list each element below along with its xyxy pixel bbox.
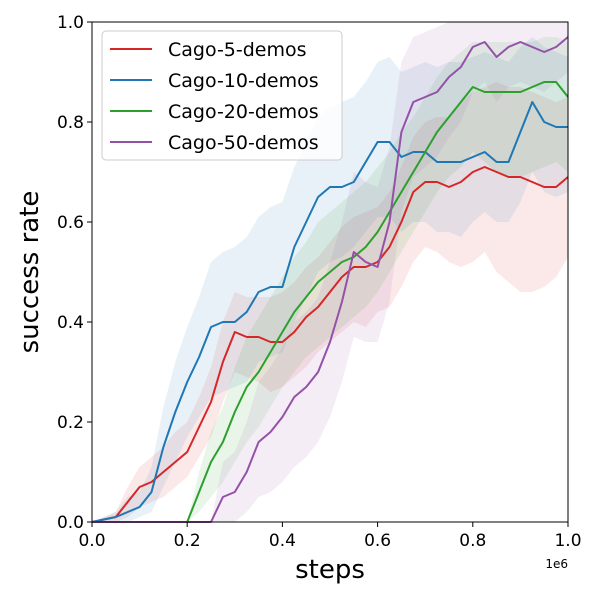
y-tick-label: 0.4 (57, 313, 84, 333)
x-tick-label: 0.0 (78, 531, 105, 551)
band-cago-10-demos (92, 37, 568, 522)
legend-label-cago-5-demos: Cago-5-demos (168, 39, 307, 61)
y-tick-label: 0.0 (57, 513, 84, 533)
y-axis-title: success rate (15, 191, 45, 354)
line-cago-5-demos (91, 166, 569, 523)
y-tick-label: 0.8 (57, 113, 84, 133)
x-tick-label: 0.4 (269, 531, 296, 551)
x-tick-label: 1.0 (554, 531, 581, 551)
x-axis-ticks: 0.0 0.2 0.4 0.6 0.8 1.0 (78, 522, 582, 551)
x-tick-label: 0.6 (364, 531, 391, 551)
legend-box (101, 30, 343, 161)
legend-label-cago-20-demos: Cago-20-demos (168, 101, 319, 123)
band-cago-20-demos (92, 37, 568, 522)
legend-label-cago-10-demos: Cago-10-demos (168, 70, 319, 92)
legend: Cago-5-demos Cago-10-demos Cago-20-demos Ca… (101, 30, 343, 161)
y-tick-label: 1.0 (57, 13, 84, 33)
plot-frame (91, 21, 569, 523)
x-tick-label: 0.2 (174, 531, 201, 551)
y-tick-label: 0.6 (57, 213, 84, 233)
y-axis-ticks: 0.0 0.2 0.4 0.6 0.8 1.0 (57, 13, 92, 533)
y-tick-label: 0.2 (57, 413, 84, 433)
line-cago-10-demos (91, 101, 568, 523)
band-cago-5-demos (92, 82, 568, 522)
x-axis-offset-label: 1e6 (545, 557, 568, 571)
x-tick-label: 0.8 (459, 531, 486, 551)
legend-label-cago-50-demos: Cago-50-demos (168, 132, 319, 154)
x-axis-title: steps (295, 555, 365, 585)
